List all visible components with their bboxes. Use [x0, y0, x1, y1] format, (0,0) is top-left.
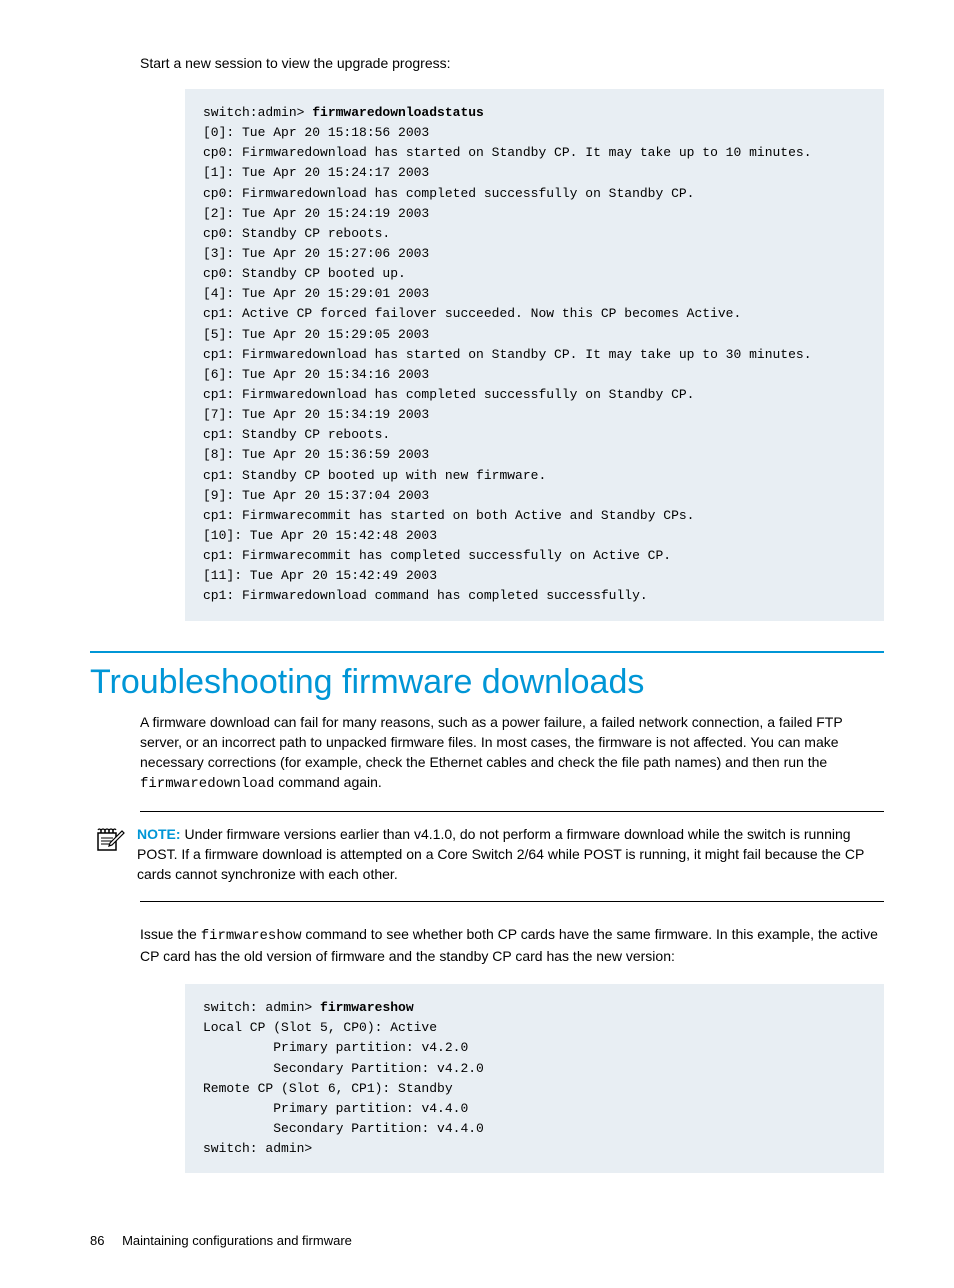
code-line: [7]: Tue Apr 20 15:34:19 2003 [203, 407, 429, 422]
code-line: cp1: Firmwaredownload has started on Sta… [203, 347, 812, 362]
section-heading: Troubleshooting firmware downloads [90, 663, 884, 702]
chapter-title: Maintaining configurations and firmware [122, 1233, 352, 1248]
code-prompt: switch: admin> [203, 1000, 320, 1015]
code-line: [9]: Tue Apr 20 15:37:04 2003 [203, 488, 429, 503]
code-line: cp1: Active CP forced failover succeeded… [203, 306, 741, 321]
note-body: Under firmware versions earlier than v4.… [137, 826, 864, 883]
section-divider [90, 651, 884, 653]
code-line: switch: admin> [203, 1141, 312, 1156]
code-line: Secondary Partition: v4.4.0 [203, 1121, 484, 1136]
para-text: command again. [274, 774, 381, 790]
code-line: [6]: Tue Apr 20 15:34:16 2003 [203, 367, 429, 382]
code-line: [11]: Tue Apr 20 15:42:49 2003 [203, 568, 437, 583]
code-command: firmwareshow [320, 1000, 414, 1015]
code-block-firmwareshow: switch: admin> firmwareshow Local CP (Sl… [185, 984, 884, 1173]
code-line: Primary partition: v4.2.0 [203, 1040, 468, 1055]
code-line: cp1: Firmwaredownload command has comple… [203, 588, 648, 603]
para-text: A firmware download can fail for many re… [140, 714, 842, 771]
note-icon [95, 826, 125, 857]
code-line: Primary partition: v4.4.0 [203, 1101, 468, 1116]
note-text: NOTE: Under firmware versions earlier th… [137, 824, 884, 885]
code-line: [1]: Tue Apr 20 15:24:17 2003 [203, 165, 429, 180]
note-label: NOTE: [137, 826, 181, 842]
note-divider-top [140, 811, 884, 812]
code-line: Remote CP (Slot 6, CP1): Standby [203, 1081, 453, 1096]
note-block: NOTE: Under firmware versions earlier th… [95, 824, 884, 885]
code-line: cp1: Firmwaredownload has completed succ… [203, 387, 694, 402]
intro-text: Start a new session to view the upgrade … [140, 55, 884, 71]
code-line: Secondary Partition: v4.2.0 [203, 1061, 484, 1076]
code-line: [4]: Tue Apr 20 15:29:01 2003 [203, 286, 429, 301]
code-command: firmwaredownloadstatus [312, 105, 484, 120]
body-paragraph: A firmware download can fail for many re… [140, 712, 884, 795]
page-footer: 86 Maintaining configurations and firmwa… [90, 1233, 884, 1248]
code-line: cp1: Firmwarecommit has completed succes… [203, 548, 671, 563]
code-block-firmwaredownloadstatus: switch:admin> firmwaredownloadstatus [0]… [185, 89, 884, 621]
note-divider-bottom [140, 901, 884, 902]
code-line: [0]: Tue Apr 20 15:18:56 2003 [203, 125, 429, 140]
code-line: cp1: Firmwarecommit has started on both … [203, 508, 694, 523]
code-line: cp1: Standby CP reboots. [203, 427, 390, 442]
body-paragraph: Issue the firmwareshow command to see wh… [140, 924, 884, 967]
code-line: [10]: Tue Apr 20 15:42:48 2003 [203, 528, 437, 543]
code-line: cp0: Standby CP reboots. [203, 226, 390, 241]
code-line: cp0: Firmwaredownload has completed succ… [203, 186, 694, 201]
page-number: 86 [90, 1233, 104, 1248]
code-line: [3]: Tue Apr 20 15:27:06 2003 [203, 246, 429, 261]
code-line: [5]: Tue Apr 20 15:29:05 2003 [203, 327, 429, 342]
para-text: Issue the [140, 926, 201, 942]
inline-code: firmwareshow [201, 928, 302, 944]
code-line: cp0: Firmwaredownload has started on Sta… [203, 145, 812, 160]
code-line: cp1: Standby CP booted up with new firmw… [203, 468, 546, 483]
code-line: Local CP (Slot 5, CP0): Active [203, 1020, 437, 1035]
code-line: [8]: Tue Apr 20 15:36:59 2003 [203, 447, 429, 462]
code-line: [2]: Tue Apr 20 15:24:19 2003 [203, 206, 429, 221]
code-prompt: switch:admin> [203, 105, 312, 120]
inline-code: firmwaredownload [140, 776, 274, 792]
code-line: cp0: Standby CP booted up. [203, 266, 406, 281]
